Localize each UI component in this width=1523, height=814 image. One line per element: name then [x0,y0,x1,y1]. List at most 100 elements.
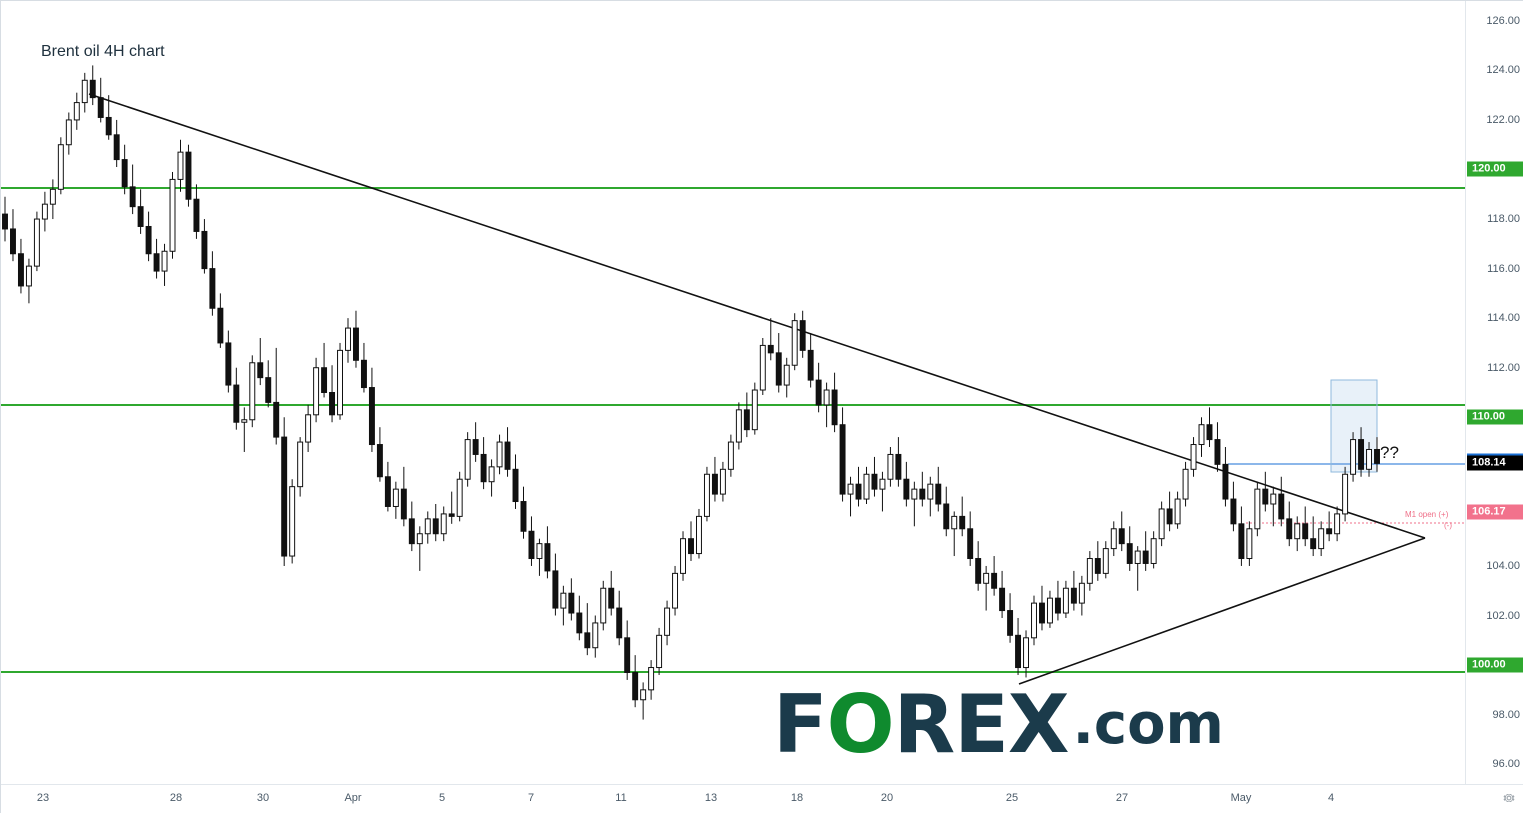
candle-body-up [648,667,655,691]
candle-body-down [1070,587,1077,604]
candle-body-up [759,344,766,391]
price-axis-label-108-14[interactable]: 108.14 [1467,455,1523,471]
question-mark-annotation: ?? [1380,443,1399,462]
time-tick-apr: Apr [344,792,362,804]
candle-body-up [313,367,320,416]
candle-body-up [488,466,495,483]
time-tick-7: 7 [527,792,535,804]
candle-body-up [241,419,248,423]
candle-body-down [624,637,631,673]
candle-body-down [217,307,224,344]
candle-body-down [1358,439,1365,470]
candle-body-down [991,572,998,589]
price-axis-label-100-00[interactable]: 100.00 [1467,657,1523,673]
candle-body-down [201,230,208,270]
candle-body-down [432,518,439,535]
candle-body-up [1031,602,1037,639]
time-tick-5: 5 [438,792,446,804]
reference-lines [1,187,1465,673]
price-tick-124-00: 124.00 [1486,64,1520,77]
candle-body-up [1102,548,1109,574]
time-tick-23: 23 [36,792,50,804]
time-tick-27: 27 [1115,792,1129,804]
price-axis-label-120-00[interactable]: 120.00 [1467,161,1523,177]
gear-icon[interactable] [1502,791,1516,805]
candle-body-down [967,528,974,560]
candle-body-up [249,362,256,421]
chart-canvas [1,65,1465,720]
candle-body-down [1222,463,1229,500]
candle-body-up [680,538,686,574]
candle-body-down [1039,602,1045,624]
candle-body-up [600,587,607,624]
candle-body-up [719,468,726,495]
candle-body-down [520,501,527,532]
candle-body-up [664,607,671,636]
candle-body-down [1206,424,1213,441]
candle-body-up [1078,582,1085,604]
candle-body-down [209,268,216,309]
candle-body-down [871,473,878,490]
candle-body-up [879,478,886,490]
candle-body-down [1142,550,1149,564]
candle-body-up [703,473,710,517]
candle-body-up [424,518,431,535]
candle-body-down [504,441,511,470]
time-tick-4: 4 [1327,792,1335,804]
candle-body-up [496,441,503,468]
candle-body-down [935,483,942,505]
candle-body-up [297,441,304,488]
candle-body-down [1126,543,1133,564]
candle-body-up [1134,550,1141,564]
candle-body-down [225,342,232,386]
candle-body-up [640,689,647,701]
candle-body-up [177,151,184,180]
candle-body-up [1198,424,1205,446]
candle-body-up [1318,528,1325,550]
candle-body-down [1166,508,1173,525]
candle-body-down [632,672,639,701]
price-tick-126-00: 126.00 [1486,14,1520,27]
candle-body-down [552,570,559,609]
candle-body-down [616,607,623,639]
candle-body-up [65,119,72,146]
candle-body-down [1286,518,1293,540]
candle-body-down [10,228,16,255]
candle-body-up [81,79,88,104]
trendline-ascending-support [1018,537,1426,685]
candle-body-up [1334,513,1341,535]
candle-body-down [408,518,415,545]
price-axis[interactable]: 126.00 124.00 122.00 120.00 118.00 116.00 114.… [1465,1,1523,784]
price-tick-118-00: 118.00 [1487,213,1520,226]
candle-body-up [345,327,351,351]
time-axis[interactable]: 23 28 30 Apr 5 7 11 13 18 20 25 27 May 4 [1,784,1523,814]
candle-body-up [289,486,296,557]
candle-body-down [145,225,152,255]
candle-body-up [656,634,663,669]
candle-body-up [33,218,40,267]
candle-body-up [536,543,543,560]
candle-body-up [1270,493,1277,505]
candle-body-up [1150,538,1157,564]
candle-body-down [360,359,367,389]
price-axis-label-110-00[interactable]: 110.00 [1467,409,1523,425]
candle-body-down [775,352,782,386]
trendline-descending-resistance [88,93,1426,539]
candle-body-down [321,367,328,394]
candle-body-down [1214,439,1221,465]
candle-body-up [672,572,679,609]
price-tick-122-00: 122.00 [1486,113,1520,126]
candle-body-down [472,439,479,455]
candle-body-up [783,364,790,386]
candle-body-down [1310,538,1317,550]
candle-body-down [105,116,112,136]
candle-body-down [1054,597,1061,614]
candle-body-up [751,389,758,431]
chart-plot-area[interactable]: Brent oil 4H chart ?? M1 open (+) (-) F … [1,1,1465,784]
candle-body-down [89,79,96,99]
candle-body-down [831,389,838,426]
price-axis-label-106-17[interactable]: 106.17 [1467,504,1523,520]
candle-body-down [576,612,583,634]
candle-body-up [1046,597,1053,624]
